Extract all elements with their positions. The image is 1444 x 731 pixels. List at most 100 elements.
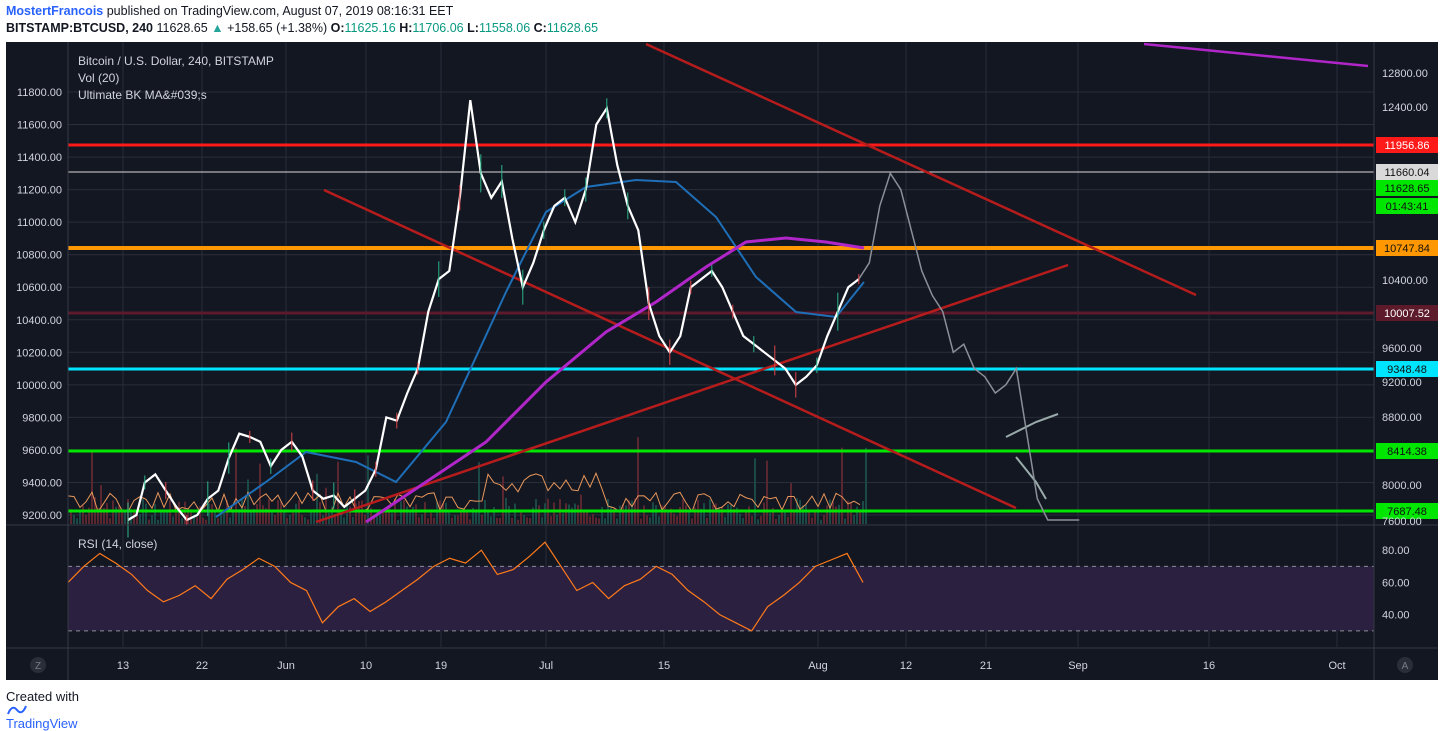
volume-bar: [202, 517, 204, 524]
volume-bar: [562, 513, 564, 524]
volume-bar: [655, 505, 657, 524]
volume-bar: [553, 502, 555, 524]
volume-bar: [781, 508, 783, 524]
volume-bar: [838, 504, 840, 524]
low-label: L:: [467, 21, 479, 35]
left-tick-label: 9400.00: [22, 477, 62, 489]
level-price-tag: [1376, 198, 1438, 214]
volume-bar: [331, 506, 333, 524]
volume-bar: [478, 462, 480, 524]
left-tick-label: 9200.00: [22, 510, 62, 522]
x-tick-label: Sep: [1068, 660, 1088, 672]
volume-bar: [175, 505, 177, 524]
volume-bar: [109, 518, 111, 524]
volume-bar: [238, 509, 240, 524]
volume-bar: [721, 507, 723, 524]
volume-bar: [544, 503, 546, 524]
volume-bar: [460, 510, 462, 524]
volume-bar: [571, 507, 573, 524]
tradingview-brand[interactable]: TradingView: [6, 716, 78, 731]
volume-bar: [457, 515, 459, 524]
volume-bar: [475, 510, 477, 524]
volume-bar: [172, 516, 174, 524]
volume-bar: [646, 515, 648, 524]
volume-bar: [739, 513, 741, 524]
volume-bar: [193, 514, 195, 524]
volume-bar: [139, 514, 141, 524]
left-tick-label: 10000.00: [16, 380, 62, 392]
volume-bar: [526, 517, 528, 524]
volume-bar: [199, 506, 201, 524]
volume-bar: [73, 514, 75, 524]
volume-bar: [346, 503, 348, 524]
x-tick-label: Jul: [539, 660, 553, 672]
volume-bar: [355, 503, 357, 524]
level-price-tag: [1376, 137, 1438, 153]
projection-down-arrow: [1015, 456, 1047, 500]
volume-bar: [187, 509, 189, 524]
level-price-label: 10007.52: [1384, 308, 1430, 320]
trendline-upper: [645, 42, 1197, 297]
volume-bar: [865, 447, 867, 524]
author-link[interactable]: MostertFrancois: [6, 4, 104, 18]
volume-bar: [325, 487, 327, 524]
volume-bar: [409, 511, 411, 524]
footer: Created with TradingView: [6, 689, 79, 731]
left-tick-label: 11800.00: [17, 87, 62, 99]
volume-bar: [412, 506, 414, 524]
volume-bar: [184, 501, 186, 524]
left-tick-label: 9600.00: [22, 445, 62, 457]
price-chart-svg[interactable]: 11956.86 11660.04 11628.65 01:43:41 10747.84…: [6, 42, 1438, 680]
volume-bar: [70, 509, 72, 524]
trendline-ascending: [315, 263, 1069, 524]
volume-bar: [211, 504, 213, 524]
level-price-label: 01:43:41: [1386, 201, 1429, 213]
a-icon: A: [1402, 661, 1409, 672]
chart-area[interactable]: 11956.86 11660.04 11628.65 01:43:41 10747.84…: [6, 42, 1438, 680]
volume-bar: [667, 510, 669, 524]
rsi-pane: 80.00 60.00 40.00: [6, 524, 1438, 632]
volume-bar: [832, 501, 834, 524]
left-tick-label: 11600.00: [17, 120, 62, 132]
right-tick-label: 8800.00: [1382, 412, 1422, 424]
volume-bar: [610, 506, 612, 524]
volume-bar: [718, 507, 720, 524]
z-button[interactable]: [30, 657, 46, 673]
volume-bar: [181, 518, 183, 524]
volume-bar: [556, 514, 558, 524]
volume-bar: [598, 518, 600, 524]
price-line: [127, 99, 860, 522]
volume-bar: [811, 517, 813, 524]
volume-bar: [313, 509, 315, 524]
x-tick-label: Jun: [277, 660, 295, 672]
volume-bar: [517, 519, 519, 524]
volume-bar: [391, 513, 393, 524]
level-price-tag: [1376, 503, 1438, 519]
volume-bar: [76, 518, 78, 524]
volume-bar: [640, 518, 642, 524]
volume-bar: [415, 504, 417, 524]
volume-bar: [514, 503, 516, 524]
volume-bar: [619, 505, 621, 524]
left-tick-label: 11000.00: [17, 217, 62, 229]
x-tick-label: Oct: [1328, 660, 1345, 672]
volume-bar: [208, 503, 210, 524]
high-label: H:: [399, 21, 413, 35]
volume-bar: [214, 512, 216, 524]
right-tick-label: 9600.00: [1382, 343, 1422, 355]
auto-scale-button[interactable]: [1397, 657, 1413, 673]
level-price-label: 11628.65: [1384, 183, 1429, 195]
volume-bar: [205, 519, 207, 524]
volume-bar: [826, 505, 828, 524]
volume-bar: [760, 516, 762, 524]
left-tick-label: 11200.00: [17, 185, 62, 197]
volume-bar: [319, 502, 321, 524]
volume-bar: [274, 514, 276, 524]
volume-bar: [160, 510, 162, 524]
level-price-tag: [1376, 361, 1438, 377]
volume-bar: [190, 509, 192, 524]
volume-bar: [430, 512, 432, 524]
volume-bar: [565, 503, 567, 524]
volume-bar: [91, 451, 93, 524]
projection-up-arrow: [1005, 413, 1059, 438]
